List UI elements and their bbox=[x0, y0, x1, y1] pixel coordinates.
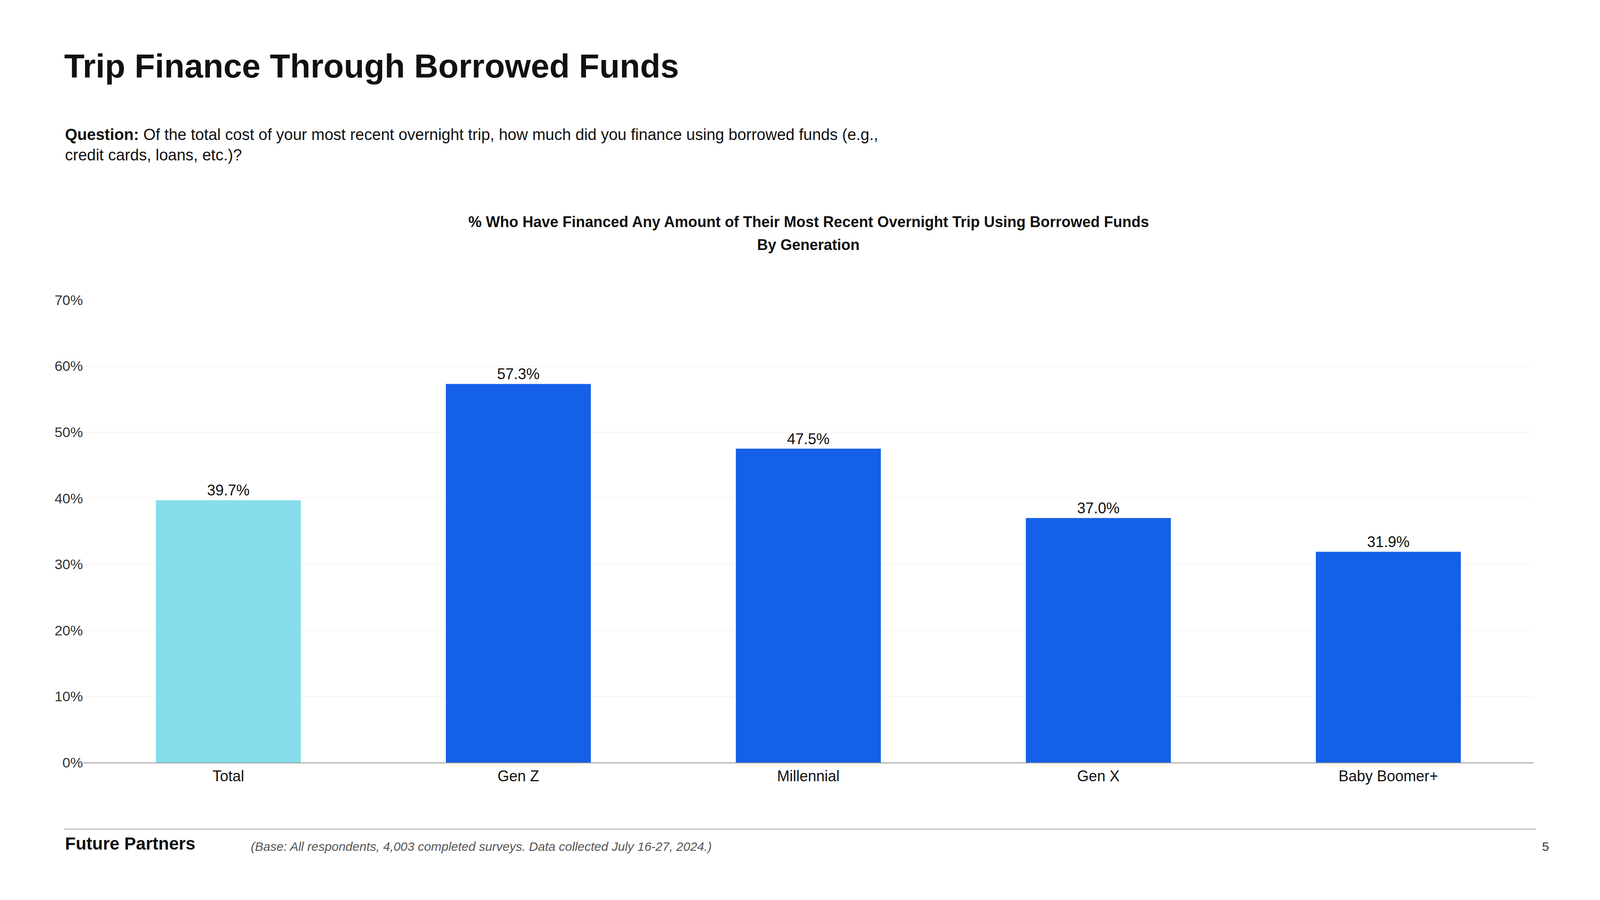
svg-text:37.0%: 37.0% bbox=[1077, 499, 1120, 517]
svg-text:Trip Finance Through Borrowed: Trip Finance Through Borrowed Funds bbox=[64, 47, 680, 85]
svg-text:Future Partners: Future Partners bbox=[65, 833, 196, 854]
svg-text:10%: 10% bbox=[54, 688, 83, 705]
svg-text:60%: 60% bbox=[54, 357, 83, 374]
svg-text:(Base: All respondents, 4,003: (Base: All respondents, 4,003 completed … bbox=[250, 839, 712, 854]
svg-text:50%: 50% bbox=[54, 424, 83, 440]
svg-text:70%: 70% bbox=[54, 292, 83, 308]
svg-text:47.5%: 47.5% bbox=[787, 430, 830, 448]
svg-text:Total: Total bbox=[212, 767, 245, 785]
svg-text:39.7%: 39.7% bbox=[207, 481, 250, 499]
svg-text:40%: 40% bbox=[54, 490, 83, 507]
svg-text:30%: 30% bbox=[54, 556, 83, 573]
svg-text:Question: Of the total cost of: Question: Of the total cost of your most… bbox=[65, 125, 879, 164]
svg-text:Baby Boomer+: Baby Boomer+ bbox=[1338, 767, 1438, 785]
svg-text:Gen X: Gen X bbox=[1077, 767, 1120, 785]
svg-text:0%: 0% bbox=[62, 754, 83, 771]
svg-text:5: 5 bbox=[1542, 839, 1550, 854]
svg-text:Millennial: Millennial bbox=[777, 767, 840, 785]
svg-text:20%: 20% bbox=[54, 622, 83, 639]
svg-text:By Generation: By Generation bbox=[757, 236, 860, 254]
svg-text:31.9%: 31.9% bbox=[1367, 533, 1410, 551]
svg-text:Gen Z: Gen Z bbox=[497, 767, 540, 785]
svg-text:57.3%: 57.3% bbox=[497, 365, 540, 383]
svg-text:% Who Have Financed Any Amount: % Who Have Financed Any Amount of Their … bbox=[468, 213, 1149, 231]
